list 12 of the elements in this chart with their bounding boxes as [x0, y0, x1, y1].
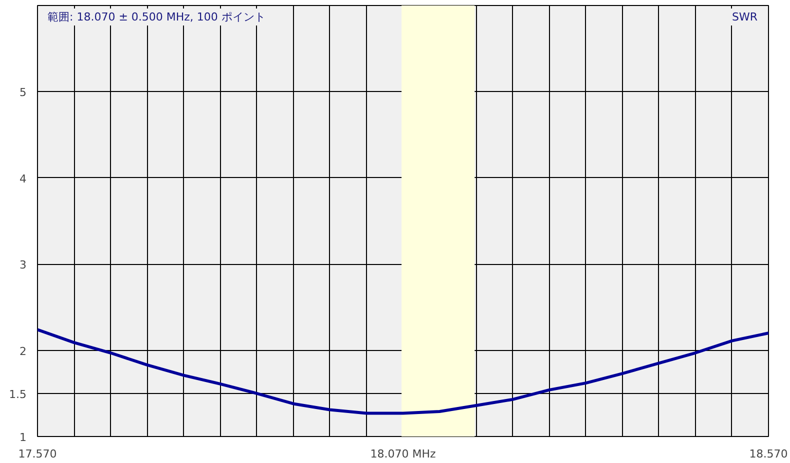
- y-tick-label: 2: [20, 344, 26, 358]
- y-tick-label: 1: [20, 431, 26, 444]
- y-tick-label: 5: [20, 86, 26, 100]
- line-series: [38, 328, 768, 415]
- x-tick-label: 18.570: [749, 448, 788, 460]
- y-axis-title: SWR: [732, 10, 758, 24]
- text: 範囲: 18.070 ± 0.500 MHz, 100 ポイント: [48, 10, 266, 24]
- y-tick-label: 4: [20, 172, 26, 186]
- y-tick-label: 1.5: [9, 388, 27, 401]
- x-tick-label: 17.570: [18, 448, 57, 460]
- x-tick-label: 18.070 MHz: [370, 448, 436, 460]
- y-tick-label: 3: [20, 258, 26, 272]
